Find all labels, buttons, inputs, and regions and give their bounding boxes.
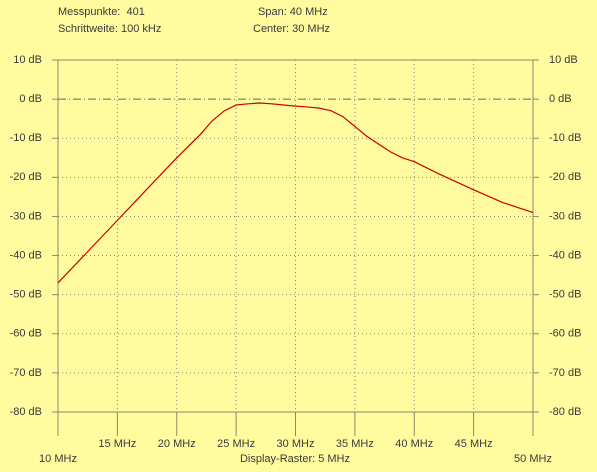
display-raster-label: Display-Raster: 5 MHz xyxy=(240,453,350,465)
x-tick-label: 25 MHz xyxy=(217,438,255,450)
y-tick-label: -70 dB xyxy=(10,367,42,379)
x-tick-label: 15 MHz xyxy=(98,438,136,450)
x-tick-label: 50 MHz xyxy=(514,453,552,465)
y2-tick-label: -80 dB xyxy=(549,406,581,418)
y-tick-label: 0 dB xyxy=(19,93,42,105)
y-tick-label: -60 dB xyxy=(10,328,42,340)
step-label: Schrittweite: 100 kHz xyxy=(58,23,161,35)
response-curve xyxy=(57,102,534,284)
plot-frame xyxy=(57,59,534,413)
y2-tick-label: -70 dB xyxy=(549,367,581,379)
x-tick-label: 10 MHz xyxy=(39,453,77,465)
y-tick-label: -50 dB xyxy=(10,289,42,301)
y2-tick-label: 10 dB xyxy=(549,54,578,66)
points-label: Messpunkte: 401 xyxy=(58,6,145,18)
y2-tick-label: 0 dB xyxy=(549,93,572,105)
y2-tick-label: -20 dB xyxy=(549,171,581,183)
x-tick-label: 35 MHz xyxy=(336,438,374,450)
span-label: Span: 40 MHz xyxy=(258,6,328,18)
y-tick-label: -10 dB xyxy=(10,132,42,144)
center-label: Center: 30 MHz xyxy=(253,23,330,35)
y-tick-label: -20 dB xyxy=(10,171,42,183)
y-tick-label: 10 dB xyxy=(13,54,42,66)
x-tick-label: 40 MHz xyxy=(395,438,433,450)
x-tick-label: 30 MHz xyxy=(277,438,315,450)
y2-tick-label: -10 dB xyxy=(549,132,581,144)
y-tick-label: -30 dB xyxy=(10,210,42,222)
x-tick-label: 45 MHz xyxy=(455,438,493,450)
x-tick-label: 20 MHz xyxy=(158,438,196,450)
y2-tick-label: -40 dB xyxy=(549,249,581,261)
y2-tick-label: -60 dB xyxy=(549,328,581,340)
y2-tick-label: -50 dB xyxy=(549,289,581,301)
y2-tick-label: -30 dB xyxy=(549,210,581,222)
y-tick-label: -80 dB xyxy=(10,406,42,418)
y-tick-label: -40 dB xyxy=(10,249,42,261)
